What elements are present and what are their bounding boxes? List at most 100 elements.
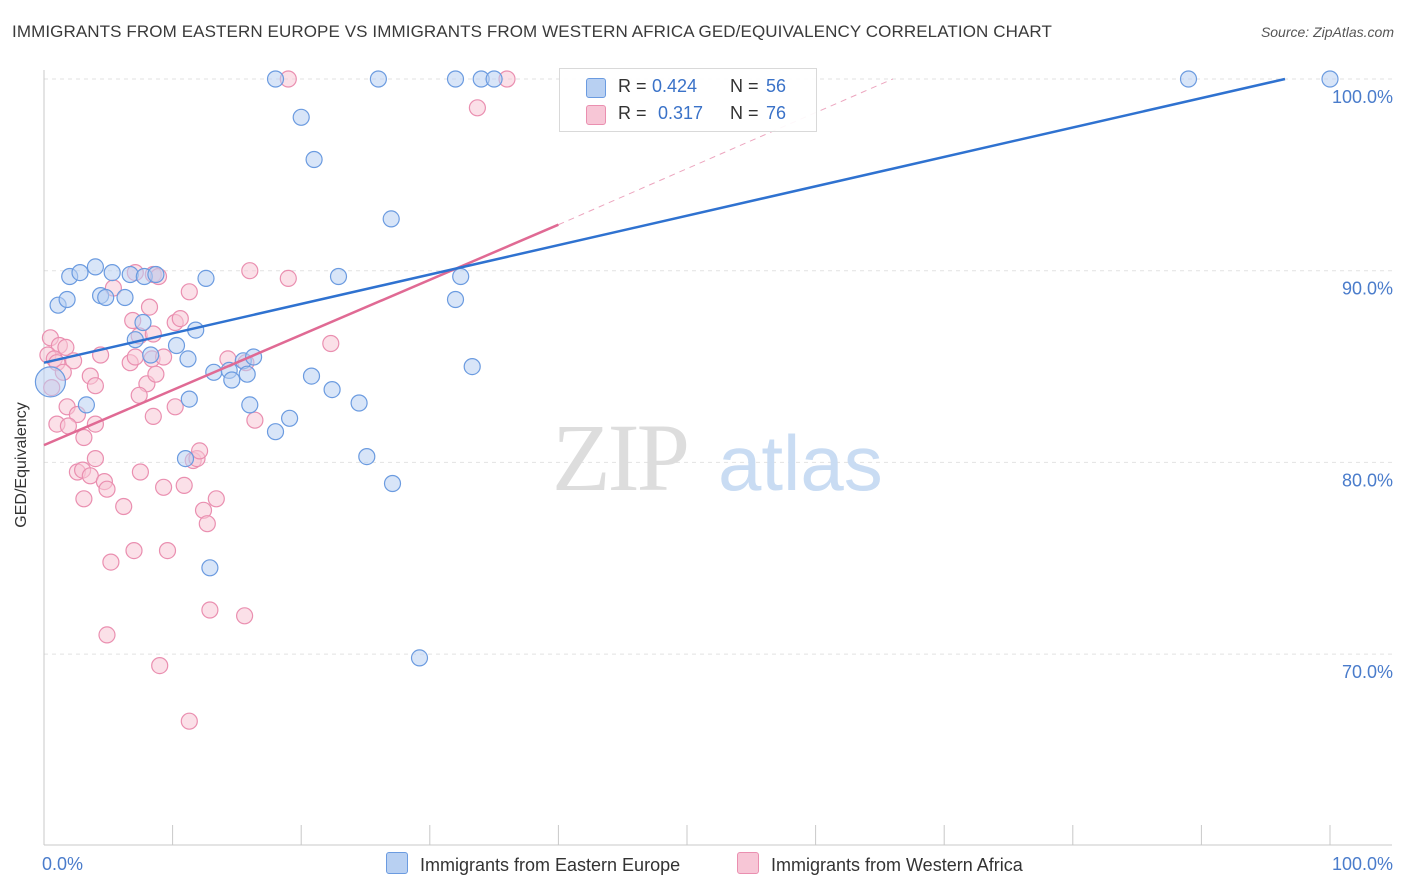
data-point — [166, 398, 184, 416]
watermark-atlas: atlas — [718, 419, 883, 507]
legend-label-western-africa: Immigrants from Western Africa — [771, 855, 1023, 875]
data-point — [116, 288, 134, 307]
legend-label-eastern-europe: Immigrants from Eastern Europe — [420, 855, 681, 875]
data-point — [176, 450, 195, 468]
data-point — [167, 336, 186, 355]
data-point — [158, 541, 177, 560]
data-point — [175, 476, 193, 494]
data-point — [86, 258, 105, 276]
data-point — [446, 290, 465, 309]
data-point — [121, 265, 139, 284]
legend-r-label: R = — [618, 103, 647, 123]
data-point — [102, 553, 120, 571]
data-point — [77, 396, 96, 414]
data-point — [151, 656, 169, 675]
legend-n-label: N = — [730, 103, 759, 123]
data-point — [191, 442, 209, 460]
y-tick-label: 80.0% — [1342, 470, 1393, 490]
y-tick-label: 90.0% — [1342, 279, 1393, 299]
data-point — [281, 409, 299, 427]
data-point — [179, 350, 197, 368]
data-point — [305, 150, 323, 169]
data-point — [140, 298, 159, 316]
data-point — [171, 310, 189, 328]
data-point — [86, 450, 105, 468]
data-point — [292, 108, 310, 126]
data-point — [207, 490, 225, 508]
trend-lines — [43, 77, 1286, 447]
data-point — [383, 474, 402, 493]
data-point — [103, 264, 121, 282]
data-point — [147, 365, 165, 383]
data-point — [75, 428, 93, 447]
data-point — [198, 515, 216, 533]
watermark-zip: ZIP — [552, 404, 687, 511]
data-point — [71, 264, 89, 282]
watermark: ZIP atlas — [552, 404, 883, 511]
legend-n-value: 76 — [766, 103, 787, 123]
data-point — [246, 411, 264, 429]
data-point — [98, 480, 116, 498]
data-point — [147, 265, 165, 284]
data-point — [238, 365, 256, 383]
data-point — [75, 490, 93, 508]
data-point — [134, 313, 152, 332]
x-tick-label: 0.0% — [42, 854, 83, 874]
y-tick-label: 70.0% — [1342, 662, 1393, 682]
data-point — [201, 559, 219, 577]
legend-n-value: 56 — [766, 76, 787, 96]
y-axis-label: GED/Equivalency — [13, 402, 30, 528]
trend-line-western-africa — [43, 223, 559, 447]
data-point — [266, 70, 285, 88]
data-point — [410, 649, 429, 667]
data-point — [241, 396, 259, 414]
legend-swatch-western-africa — [737, 852, 759, 874]
legend-swatch-blue — [586, 78, 606, 98]
data-point — [125, 541, 143, 560]
data-point — [485, 70, 503, 88]
trend-line-eastern-europe — [43, 77, 1286, 364]
data-point — [197, 269, 215, 287]
data-point — [180, 390, 198, 408]
x-tick-label: 100.0% — [1332, 854, 1393, 874]
data-point — [279, 269, 297, 287]
data-point — [126, 348, 144, 366]
legend-n-label: N = — [730, 76, 759, 96]
data-point — [323, 381, 341, 399]
data-point — [142, 346, 160, 364]
axes — [43, 70, 1392, 846]
data-point — [350, 394, 368, 412]
legend-swatch-eastern-europe — [386, 852, 408, 874]
data-point — [155, 478, 173, 496]
data-point — [86, 377, 105, 395]
data-point — [1321, 70, 1339, 88]
data-point — [358, 448, 376, 466]
data-point — [115, 497, 133, 516]
data-point — [201, 601, 219, 619]
data-point — [329, 267, 348, 286]
data-point — [266, 423, 285, 441]
data-point — [144, 407, 162, 425]
data-point — [446, 70, 465, 88]
data-point — [97, 288, 115, 307]
data-point — [322, 334, 340, 353]
data-point — [58, 290, 76, 309]
data-point — [463, 358, 481, 376]
data-point — [241, 262, 259, 280]
trend-line-western-africa-extension — [558, 78, 893, 226]
data-point — [236, 607, 254, 625]
source-label: Source: ZipAtlas.com — [1260, 24, 1394, 40]
series-eastern-europe-points — [34, 70, 1339, 667]
legend-item-eastern-europe: Immigrants from Eastern Europe — [386, 852, 680, 876]
data-point — [180, 712, 198, 730]
data-point — [34, 366, 67, 398]
data-point — [98, 626, 116, 644]
data-point — [223, 371, 241, 389]
data-point — [369, 70, 387, 88]
series-legend: Immigrants from Eastern Europe Immigrant… — [0, 852, 1406, 878]
correlation-legend: R = 0.424 N = 56 R = 0.317 N = 76 — [559, 68, 817, 132]
legend-item-western-africa: Immigrants from Western Africa — [737, 852, 1023, 876]
data-point — [452, 267, 470, 286]
data-point — [382, 210, 400, 228]
